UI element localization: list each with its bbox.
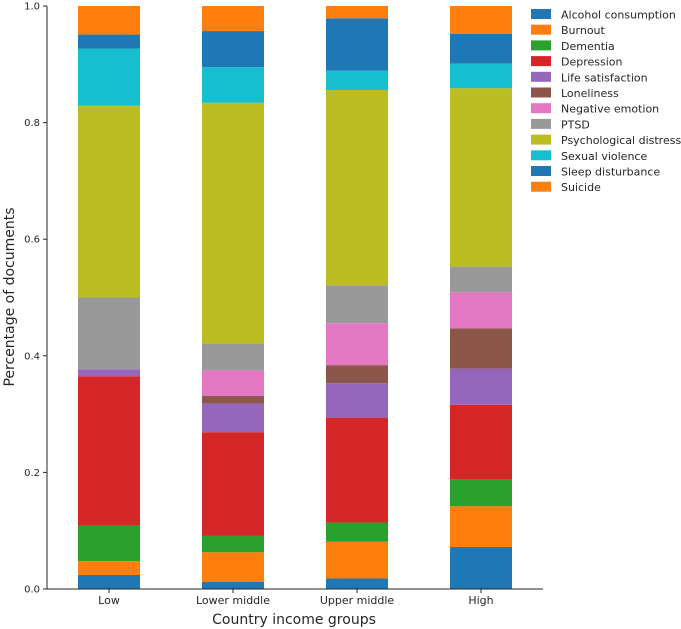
bar-segment bbox=[78, 575, 140, 589]
bar-segment bbox=[450, 88, 512, 267]
legend-label: Burnout bbox=[561, 24, 606, 37]
bar-segment bbox=[450, 368, 512, 405]
y-tick-label: 1.0 bbox=[24, 2, 40, 13]
legend-label: Suicide bbox=[561, 181, 601, 194]
bar-segment bbox=[326, 365, 388, 384]
bar-segment bbox=[450, 547, 512, 589]
bar-segment bbox=[326, 578, 388, 589]
bar-segment bbox=[450, 292, 512, 329]
legend-swatch bbox=[531, 87, 551, 98]
bar-segment bbox=[202, 582, 264, 589]
bar-segment bbox=[202, 6, 264, 32]
bar-segment bbox=[326, 323, 388, 366]
legend-label: Dementia bbox=[561, 40, 615, 53]
bar-segment bbox=[326, 70, 388, 90]
legend-swatch bbox=[531, 40, 551, 51]
legend-swatch bbox=[531, 134, 551, 145]
legend-label: Life satisfaction bbox=[561, 71, 648, 84]
axes-layer bbox=[46, 6, 543, 590]
legend-label: Sexual violence bbox=[561, 150, 647, 163]
legend-swatch bbox=[531, 166, 551, 176]
bar-segment bbox=[202, 343, 264, 371]
bar-segment bbox=[450, 404, 512, 480]
bar-segment bbox=[202, 67, 264, 103]
x-tick-label: High bbox=[468, 594, 493, 607]
legend-label: Sleep disturbance bbox=[561, 166, 660, 179]
legend-swatch bbox=[531, 71, 551, 82]
bar-segment bbox=[78, 369, 140, 377]
x-ticks: Low Lower middle Upper middle High bbox=[98, 589, 494, 607]
y-tick-label: 0.4 bbox=[24, 351, 40, 362]
y-tick-label: 0.6 bbox=[24, 235, 40, 246]
bar-segment bbox=[78, 525, 140, 562]
x-tick-label: Upper middle bbox=[320, 594, 395, 607]
bar-segment bbox=[326, 417, 388, 523]
bars-layer bbox=[78, 6, 512, 589]
legend-label: Psychological distress bbox=[561, 134, 681, 147]
x-tick-label: Low bbox=[98, 594, 120, 607]
bar-segment bbox=[326, 18, 388, 71]
bar-segment bbox=[326, 383, 388, 418]
bar-segment bbox=[326, 6, 388, 19]
legend-label: Loneliness bbox=[561, 87, 619, 100]
bar-segment bbox=[202, 31, 264, 68]
y-axis-title: Percentage of documents bbox=[2, 207, 18, 386]
bar-segment bbox=[78, 34, 140, 49]
bar-segment bbox=[326, 285, 388, 324]
legend-swatch bbox=[531, 181, 551, 192]
legend-label: Negative emotion bbox=[561, 103, 659, 116]
legend-swatch bbox=[531, 9, 551, 19]
bar-segment bbox=[78, 297, 140, 370]
legend-swatch bbox=[531, 56, 551, 67]
bar-segment bbox=[78, 376, 140, 526]
bar-segment bbox=[78, 105, 140, 298]
legend-swatch bbox=[531, 150, 551, 161]
bar-segment bbox=[202, 102, 264, 344]
bar-segment bbox=[202, 403, 264, 433]
y-tick-label: 0.8 bbox=[24, 118, 40, 129]
bar-segment bbox=[202, 396, 264, 404]
bar-segment bbox=[450, 266, 512, 293]
bar-segment bbox=[78, 561, 140, 576]
legend: Alcohol consumption Burnout Dementia Depres… bbox=[531, 9, 681, 194]
bar-segment bbox=[450, 328, 512, 369]
bar-segment bbox=[450, 33, 512, 64]
bar-segment bbox=[202, 370, 264, 397]
legend-swatch bbox=[531, 103, 551, 114]
legend-label: Depression bbox=[561, 56, 623, 69]
bar-segment bbox=[326, 541, 388, 579]
legend-swatch bbox=[531, 118, 551, 129]
bar-segment bbox=[450, 506, 512, 548]
legend-swatch bbox=[531, 24, 551, 35]
bar-segment bbox=[326, 522, 388, 542]
legend-label: Alcohol consumption bbox=[561, 9, 676, 22]
x-tick-label: Lower middle bbox=[196, 594, 270, 607]
legend-label: PTSD bbox=[561, 118, 590, 131]
bar-segment bbox=[450, 479, 512, 507]
bar-segment bbox=[450, 63, 512, 89]
y-tick-label: 0.2 bbox=[24, 468, 40, 479]
bar-segment bbox=[78, 48, 140, 106]
bar-segment bbox=[202, 552, 264, 582]
y-ticks: 0.0 0.2 0.4 0.6 0.8 1.0 bbox=[24, 2, 47, 596]
bar-segment bbox=[78, 6, 140, 35]
y-tick-label: 0.0 bbox=[24, 585, 40, 596]
x-axis-title: Country income groups bbox=[212, 612, 376, 628]
bar-segment bbox=[450, 6, 512, 34]
bar-segment bbox=[202, 432, 264, 536]
bar-segment bbox=[326, 89, 388, 286]
bar-segment bbox=[202, 535, 264, 553]
